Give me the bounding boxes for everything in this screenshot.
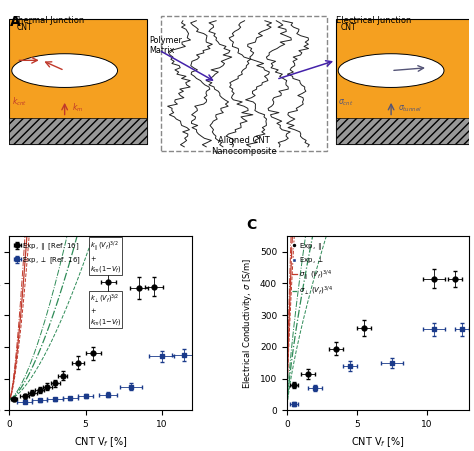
Text: Aligned CNT
Nanocomposite: Aligned CNT Nanocomposite (211, 136, 277, 156)
Text: C: C (246, 218, 257, 232)
Text: A: A (10, 15, 21, 29)
Text: $\sigma_{cnt}$: $\sigma_{cnt}$ (338, 97, 354, 108)
Y-axis label: Electrical Conductivity, $\sigma$ [S/m]: Electrical Conductivity, $\sigma$ [S/m] (241, 258, 254, 389)
Text: Thermal Junction: Thermal Junction (13, 16, 84, 25)
Text: Polymer
Matrix: Polymer Matrix (150, 36, 182, 55)
FancyBboxPatch shape (9, 19, 147, 144)
Legend: Exp, $\parallel$ [Ref. 16], Exp, $\perp$ [Ref. 16]: Exp, $\parallel$ [Ref. 16], Exp, $\perp$… (13, 239, 82, 267)
Text: $k_{\perp}(V_f)^{3/2}$
$+$
$k_m(1\!-\!V_f)$: $k_{\perp}(V_f)^{3/2}$ $+$ $k_m(1\!-\!V_… (90, 293, 121, 327)
FancyBboxPatch shape (336, 118, 474, 144)
Text: CNT: CNT (340, 23, 356, 32)
Text: $k_{\parallel}(V_f)^{3/2}$
$+$
$k_m(1\!-\!V_f)$: $k_{\parallel}(V_f)^{3/2}$ $+$ $k_m(1\!-… (90, 239, 121, 274)
X-axis label: CNT V$_f$ [%]: CNT V$_f$ [%] (351, 435, 405, 448)
Text: $k_m$: $k_m$ (72, 101, 83, 114)
FancyBboxPatch shape (9, 118, 147, 144)
Text: $\sigma_{tunnel}$: $\sigma_{tunnel}$ (398, 103, 422, 114)
Text: CNT: CNT (17, 23, 32, 32)
Text: $k_{cnt}$: $k_{cnt}$ (12, 95, 27, 108)
Circle shape (12, 54, 118, 87)
Legend: Exp, $\parallel$, Exp, $\perp$, $\sigma_{\parallel}$ $(V_f)^{3/4}$, $\sigma_{\pe: Exp, $\parallel$, Exp, $\perp$, $\sigma_… (290, 239, 335, 299)
X-axis label: CNT V$_f$ [%]: CNT V$_f$ [%] (74, 435, 128, 448)
Circle shape (338, 54, 444, 87)
FancyBboxPatch shape (336, 19, 474, 144)
Text: Electrical Junction: Electrical Junction (336, 16, 411, 25)
